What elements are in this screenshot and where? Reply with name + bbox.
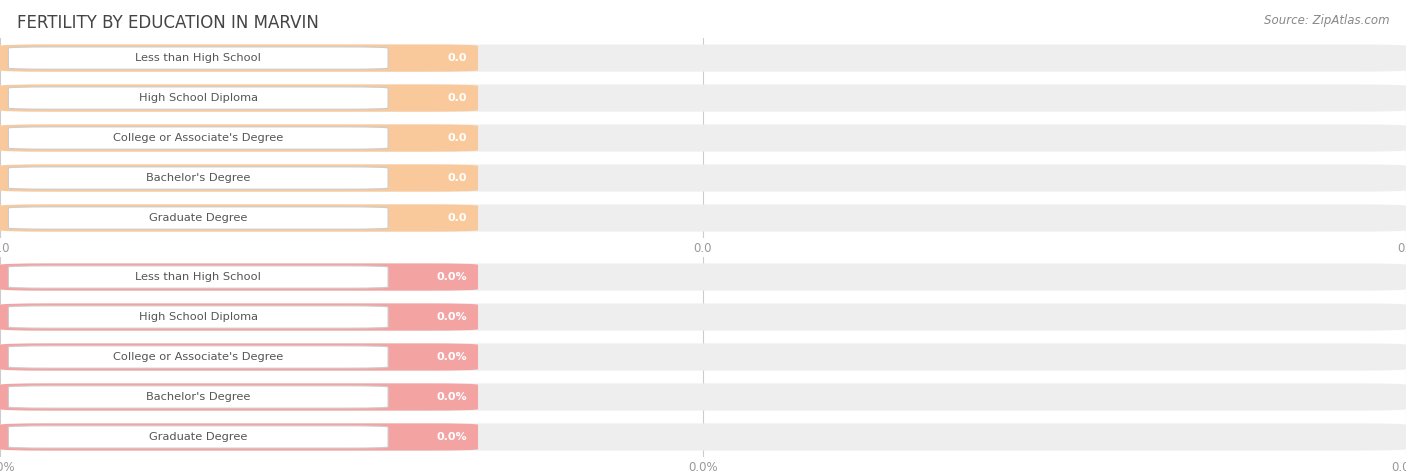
FancyBboxPatch shape xyxy=(0,84,1406,112)
Text: Bachelor's Degree: Bachelor's Degree xyxy=(146,392,250,402)
FancyBboxPatch shape xyxy=(0,204,478,232)
Text: Graduate Degree: Graduate Degree xyxy=(149,213,247,223)
FancyBboxPatch shape xyxy=(0,164,478,192)
Text: Graduate Degree: Graduate Degree xyxy=(149,432,247,442)
FancyBboxPatch shape xyxy=(0,124,1406,152)
FancyBboxPatch shape xyxy=(8,426,388,448)
Text: High School Diploma: High School Diploma xyxy=(139,312,257,322)
Text: 0.0: 0.0 xyxy=(447,133,467,143)
FancyBboxPatch shape xyxy=(8,266,388,288)
Text: Bachelor's Degree: Bachelor's Degree xyxy=(146,173,250,183)
FancyBboxPatch shape xyxy=(0,44,1406,72)
Text: College or Associate's Degree: College or Associate's Degree xyxy=(112,352,284,362)
FancyBboxPatch shape xyxy=(0,84,478,112)
Text: 0.0: 0.0 xyxy=(447,173,467,183)
FancyBboxPatch shape xyxy=(8,207,388,229)
Text: FERTILITY BY EDUCATION IN MARVIN: FERTILITY BY EDUCATION IN MARVIN xyxy=(17,14,319,32)
FancyBboxPatch shape xyxy=(0,44,478,72)
FancyBboxPatch shape xyxy=(0,343,478,371)
Text: Less than High School: Less than High School xyxy=(135,53,262,63)
Text: Less than High School: Less than High School xyxy=(135,272,262,282)
Text: 0.0: 0.0 xyxy=(447,93,467,103)
FancyBboxPatch shape xyxy=(8,87,388,109)
Text: 0.0%: 0.0% xyxy=(436,392,467,402)
Text: College or Associate's Degree: College or Associate's Degree xyxy=(112,133,284,143)
FancyBboxPatch shape xyxy=(8,167,388,189)
Text: 0.0%: 0.0% xyxy=(436,272,467,282)
Text: Source: ZipAtlas.com: Source: ZipAtlas.com xyxy=(1264,14,1389,27)
FancyBboxPatch shape xyxy=(0,423,478,451)
FancyBboxPatch shape xyxy=(0,423,1406,451)
FancyBboxPatch shape xyxy=(0,263,1406,291)
FancyBboxPatch shape xyxy=(0,383,1406,411)
FancyBboxPatch shape xyxy=(0,343,1406,371)
FancyBboxPatch shape xyxy=(0,303,1406,331)
Text: 0.0%: 0.0% xyxy=(436,312,467,322)
Text: High School Diploma: High School Diploma xyxy=(139,93,257,103)
FancyBboxPatch shape xyxy=(0,263,478,291)
Text: 0.0: 0.0 xyxy=(447,53,467,63)
Text: 0.0%: 0.0% xyxy=(436,432,467,442)
FancyBboxPatch shape xyxy=(0,303,478,331)
FancyBboxPatch shape xyxy=(8,346,388,368)
FancyBboxPatch shape xyxy=(8,306,388,328)
Text: 0.0: 0.0 xyxy=(447,213,467,223)
FancyBboxPatch shape xyxy=(8,386,388,408)
FancyBboxPatch shape xyxy=(8,47,388,69)
FancyBboxPatch shape xyxy=(0,204,1406,232)
FancyBboxPatch shape xyxy=(0,383,478,411)
Text: 0.0%: 0.0% xyxy=(436,352,467,362)
FancyBboxPatch shape xyxy=(8,127,388,149)
FancyBboxPatch shape xyxy=(0,164,1406,192)
FancyBboxPatch shape xyxy=(0,124,478,152)
